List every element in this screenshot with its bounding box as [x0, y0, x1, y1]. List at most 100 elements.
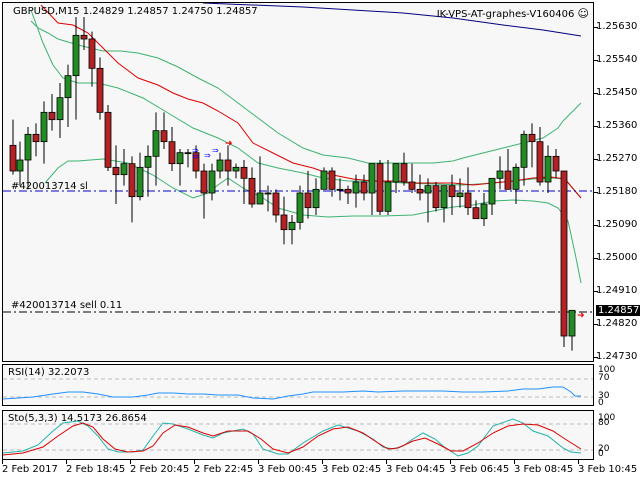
stop-loss-label: #420013714 sl [11, 181, 88, 192]
rsi-tick: 0 [598, 398, 604, 408]
candle [496, 170, 504, 179]
time-tick: 3 Feb 06:45 [450, 464, 510, 475]
candle [16, 159, 24, 172]
rsi-tick: 100 [598, 365, 616, 375]
svg-text:⇒: ⇒ [204, 151, 211, 160]
candle [456, 192, 464, 198]
candle [168, 141, 176, 165]
candle [144, 155, 152, 168]
candle [160, 130, 168, 143]
symbol-info: GBPUSD,M15 1.24829 1.24857 1.24750 1.248… [13, 6, 258, 17]
candle [80, 34, 88, 40]
rsi-label: RSI(14) 32.2073 [8, 367, 90, 378]
candle [256, 192, 264, 205]
candle [112, 166, 120, 176]
candle [208, 170, 216, 194]
candle [152, 130, 160, 157]
candle [192, 152, 200, 172]
time-tick: 3 Feb 00:45 [258, 464, 318, 475]
long-moving-average-line [202, 3, 582, 37]
candle [216, 159, 224, 172]
candle [104, 111, 112, 168]
candle [48, 111, 56, 121]
candle [504, 170, 512, 190]
candle [296, 192, 304, 223]
price-chart-panel[interactable]: ⇒ ⇒ ⇒ ⇒ ➜ ➜ GBPUSD,M15 1.24829 1.24857 1… [2, 2, 594, 362]
stochastic-panel[interactable]: Sto(5,3,3) 14.5173 26.8654 [2, 410, 594, 460]
candle [536, 141, 544, 183]
candle [320, 170, 328, 190]
candle [432, 185, 440, 209]
trade-arrows: ⇒ ⇒ ⇒ ⇒ ➜ ➜ [192, 139, 585, 321]
candle [9, 144, 17, 172]
candle [304, 192, 312, 209]
candle [440, 185, 448, 209]
candle [512, 166, 520, 190]
price-tick: 1.25630 [593, 21, 638, 32]
candle [416, 188, 424, 194]
sto-tick: 100 [598, 413, 616, 423]
time-tick: 3 Feb 04:45 [386, 464, 446, 475]
candle [376, 163, 384, 212]
candle [448, 185, 456, 198]
price-tick: 1.24910 [593, 285, 638, 296]
candle [520, 133, 528, 168]
candle [24, 133, 32, 161]
time-tick: 2 Feb 22:45 [194, 464, 254, 475]
svg-text:⇒: ⇒ [192, 146, 199, 155]
time-tick: 2 Feb 20:45 [130, 464, 190, 475]
stochastic-signal-line [3, 422, 582, 456]
stochastic-main-line [3, 418, 582, 457]
current-price-label: 1.24857 [596, 305, 640, 316]
candle [488, 177, 496, 205]
candle [288, 221, 296, 231]
rsi-panel[interactable]: RSI(14) 32.2073 [2, 364, 594, 406]
candle [544, 155, 552, 183]
price-tick: 1.25000 [593, 252, 638, 263]
candle [312, 188, 320, 209]
price-tick: 1.25540 [593, 54, 638, 65]
rsi-chart [3, 378, 593, 400]
stochastic-label: Sto(5,3,3) 14.5173 26.8654 [8, 413, 147, 424]
candle [32, 133, 40, 143]
candle [200, 170, 208, 194]
candle [464, 192, 472, 209]
candle [360, 181, 368, 194]
candle [328, 170, 336, 190]
expert-advisor-label: IK-VPS-AT-graphes-V160406 ☺ [437, 7, 589, 20]
candle [336, 188, 344, 191]
expert-name: IK-VPS-AT-graphes-V160406 [436, 9, 575, 20]
candle [96, 67, 104, 113]
candle [352, 181, 360, 194]
sto-tick: 0 [598, 449, 604, 459]
candle [568, 309, 576, 337]
svg-text:➜: ➜ [225, 139, 233, 149]
price-tick: 1.24820 [593, 318, 638, 329]
smiley-face-icon[interactable]: ☺ [577, 7, 589, 20]
time-tick: 3 Feb 02:45 [322, 464, 382, 475]
time-tick: 3 Feb 10:45 [578, 464, 638, 475]
candlestick-chart: ⇒ ⇒ ⇒ ⇒ ➜ ➜ [3, 3, 593, 351]
candle [344, 188, 352, 194]
price-tick: 1.25270 [593, 153, 638, 164]
candle [240, 166, 248, 179]
candle [408, 181, 416, 190]
candle [560, 170, 568, 337]
candle [224, 159, 232, 172]
candle [56, 97, 64, 121]
svg-text:⇒: ⇒ [192, 152, 199, 161]
bollinger-upper-band [30, 20, 582, 164]
candle [248, 177, 256, 205]
candle [392, 163, 400, 183]
candle [400, 163, 408, 183]
price-tick: 1.25450 [593, 87, 638, 98]
sto-tick: 80 [598, 418, 610, 428]
time-tick: 3 Feb 08:45 [514, 464, 574, 475]
candle [72, 34, 80, 77]
price-tick: 1.25180 [593, 186, 638, 197]
candle [184, 152, 192, 155]
svg-text:➜: ➜ [577, 311, 585, 321]
price-tick: 1.25360 [593, 120, 638, 131]
candle [232, 166, 240, 172]
time-tick: 2 Feb 18:45 [66, 464, 126, 475]
